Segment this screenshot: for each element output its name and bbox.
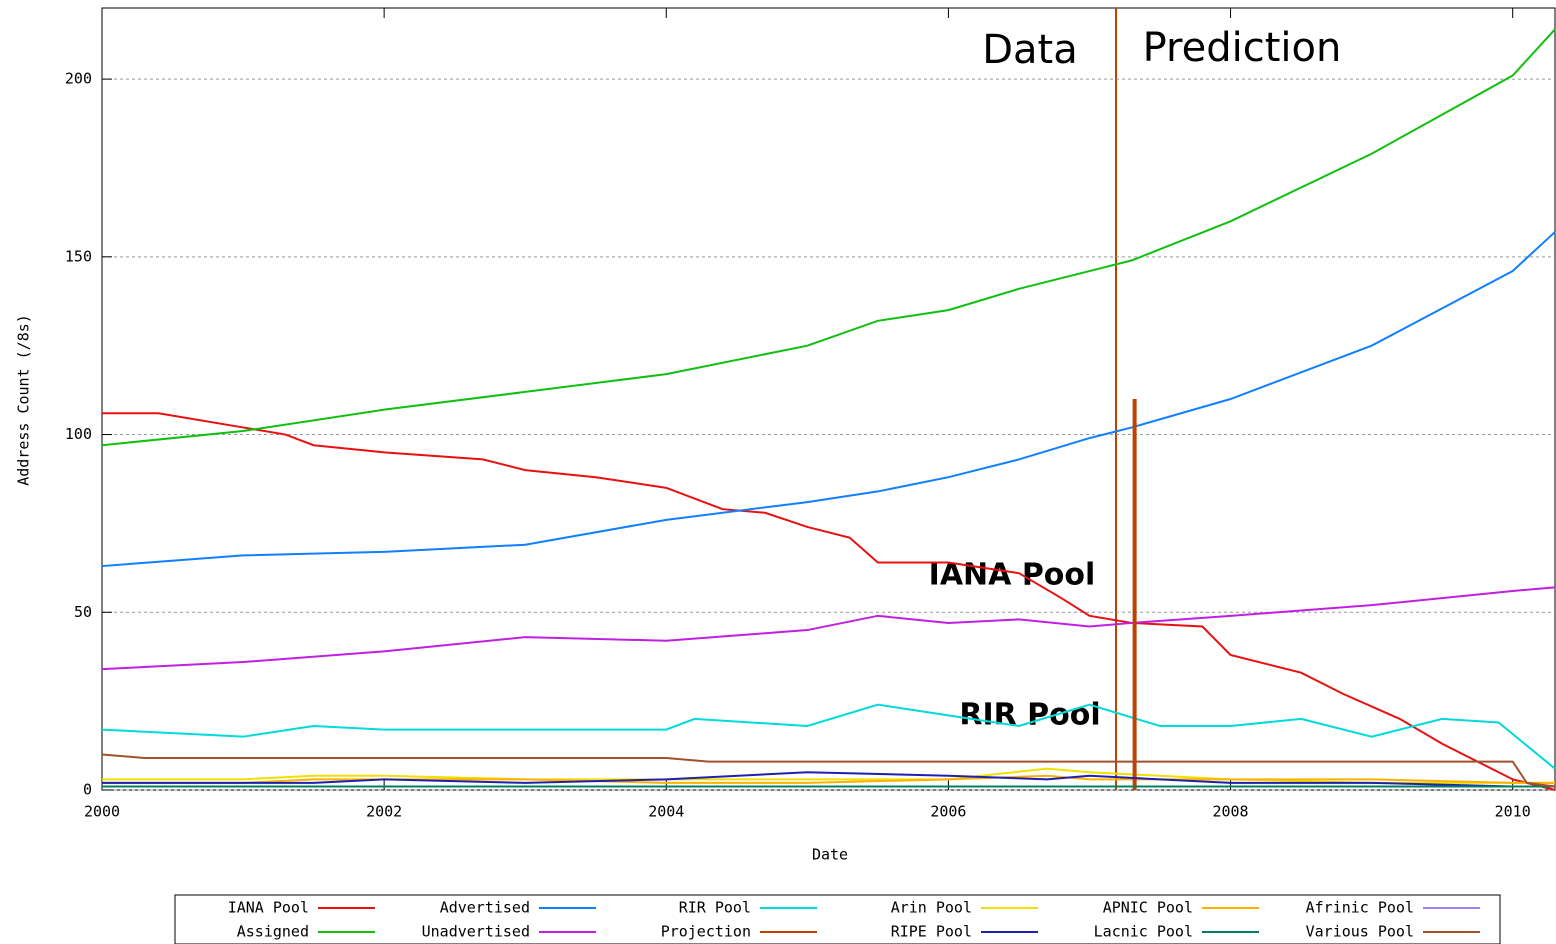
legend-label: Various Pool	[1306, 923, 1414, 941]
plot-frame	[101, 7, 1556, 791]
legend-label: Unadvertised	[422, 923, 530, 941]
legend-label: IANA Pool	[228, 899, 309, 917]
annotation: RIR Pool	[959, 698, 1100, 733]
legend	[174, 894, 1501, 944]
legend-label: RIPE Pool	[891, 923, 972, 941]
series-line	[101, 753, 1556, 788]
series-line	[101, 231, 1556, 568]
annotation: Data	[982, 27, 1078, 73]
legend-label: Lacnic Pool	[1094, 923, 1193, 941]
y-tick-label: 100	[65, 425, 92, 443]
series-line	[102, 767, 1555, 784]
series-line	[101, 703, 1556, 770]
x-axis-label: Date	[812, 846, 848, 864]
x-tick-label: 2010	[1495, 803, 1531, 821]
legend-label: APNIC Pool	[1103, 899, 1193, 917]
y-tick-label: 150	[65, 247, 92, 265]
y-axis-label: Address Count (/8s)	[15, 314, 33, 486]
x-tick-label: 2006	[930, 803, 966, 821]
x-tick-label: 2008	[1212, 803, 1248, 821]
legend-label: Assigned	[237, 923, 309, 941]
series-line	[102, 412, 1556, 791]
series-line	[102, 774, 1555, 784]
legend-label: Arin Pool	[891, 899, 972, 917]
x-tick-label: 2000	[84, 803, 120, 821]
annotation: Prediction	[1143, 25, 1342, 71]
x-tick-label: 2002	[366, 803, 402, 821]
y-tick-label: 0	[83, 781, 92, 799]
legend-label: Projection	[661, 923, 751, 941]
legend-label: Afrinic Pool	[1306, 899, 1414, 917]
series-line	[102, 771, 1555, 788]
x-tick-label: 2004	[648, 803, 684, 821]
series-line	[101, 586, 1556, 671]
y-tick-label: 50	[74, 603, 92, 621]
legend-label: Advertised	[440, 899, 530, 917]
series-line	[101, 28, 1556, 447]
y-tick-label: 200	[65, 70, 92, 88]
legend-label: RIR Pool	[679, 899, 751, 917]
